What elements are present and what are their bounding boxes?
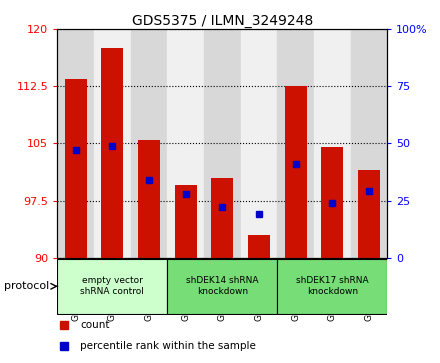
- Text: shDEK14 shRNA
knockdown: shDEK14 shRNA knockdown: [186, 276, 258, 296]
- Bar: [358, 170, 380, 258]
- Bar: [204, 29, 241, 258]
- Bar: [167, 29, 204, 258]
- Bar: [57, 29, 94, 258]
- Bar: [131, 29, 167, 258]
- Bar: [138, 139, 160, 258]
- Bar: [277, 259, 387, 314]
- Bar: [65, 78, 87, 258]
- Bar: [241, 29, 277, 258]
- Bar: [94, 29, 131, 258]
- Bar: [175, 185, 197, 258]
- Bar: [351, 29, 387, 258]
- Bar: [57, 259, 167, 314]
- Bar: [321, 147, 343, 258]
- Bar: [285, 86, 307, 258]
- Bar: [277, 29, 314, 258]
- Text: empty vector
shRNA control: empty vector shRNA control: [80, 276, 144, 296]
- Bar: [167, 259, 277, 314]
- Bar: [314, 29, 351, 258]
- Bar: [248, 235, 270, 258]
- Text: count: count: [81, 320, 110, 330]
- Text: protocol: protocol: [4, 281, 50, 291]
- Bar: [101, 48, 123, 258]
- Title: GDS5375 / ILMN_3249248: GDS5375 / ILMN_3249248: [132, 14, 313, 28]
- Text: percentile rank within the sample: percentile rank within the sample: [81, 340, 256, 351]
- Bar: [211, 178, 233, 258]
- Text: shDEK17 shRNA
knockdown: shDEK17 shRNA knockdown: [296, 276, 369, 296]
